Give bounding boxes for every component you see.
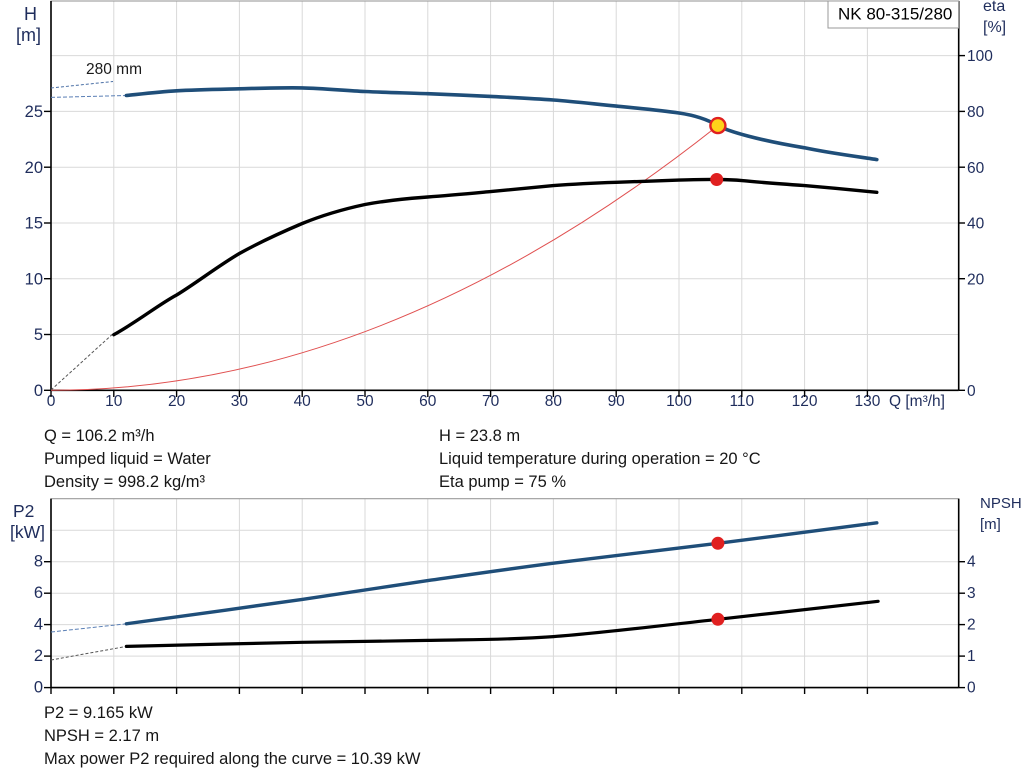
- svg-text:4: 4: [34, 615, 43, 633]
- svg-text:Q [m³/h]: Q [m³/h]: [889, 393, 945, 410]
- svg-text:0: 0: [967, 680, 976, 697]
- svg-text:1: 1: [967, 648, 976, 665]
- svg-text:H: H: [24, 4, 37, 24]
- svg-text:20: 20: [25, 159, 43, 177]
- svg-text:Eta pump = 75 %: Eta pump = 75 %: [439, 473, 566, 491]
- svg-text:P2: P2: [13, 501, 34, 521]
- svg-text:Liquid temperature during oper: Liquid temperature during operation = 20…: [439, 450, 761, 468]
- svg-text:0: 0: [967, 383, 976, 400]
- svg-text:20: 20: [967, 272, 985, 289]
- svg-text:3: 3: [967, 585, 976, 602]
- svg-text:Q = 106.2 m³/h: Q = 106.2 m³/h: [44, 427, 155, 445]
- svg-text:80: 80: [967, 104, 985, 121]
- svg-text:2: 2: [34, 647, 43, 665]
- svg-text:eta: eta: [983, 0, 1005, 15]
- svg-text:2: 2: [967, 616, 976, 633]
- svg-text:40: 40: [967, 216, 985, 233]
- svg-text:NPSH = 2.17 m: NPSH = 2.17 m: [44, 727, 159, 745]
- svg-text:10: 10: [25, 271, 43, 289]
- svg-text:Max power P2 required along th: Max power P2 required along the curve = …: [44, 750, 421, 768]
- svg-text:[m]: [m]: [16, 25, 41, 45]
- svg-text:[m]: [m]: [980, 516, 1001, 533]
- svg-text:P2 = 9.165 kW: P2 = 9.165 kW: [44, 704, 153, 722]
- svg-text:5: 5: [34, 326, 43, 344]
- svg-text:H = 23.8 m: H = 23.8 m: [439, 427, 520, 445]
- svg-text:NK 80-315/280: NK 80-315/280: [838, 5, 952, 24]
- svg-text:Density = 998.2 kg/m³: Density = 998.2 kg/m³: [44, 473, 205, 491]
- svg-text:15: 15: [25, 215, 43, 233]
- svg-text:25: 25: [25, 103, 43, 121]
- svg-text:4: 4: [967, 554, 976, 571]
- svg-text:[%]: [%]: [983, 19, 1006, 36]
- svg-text:NPSH: NPSH: [980, 495, 1022, 512]
- svg-text:0: 0: [34, 382, 43, 400]
- svg-text:280 mm: 280 mm: [86, 61, 142, 78]
- svg-text:100: 100: [967, 48, 993, 65]
- svg-text:8: 8: [34, 553, 43, 571]
- svg-text:[kW]: [kW]: [10, 522, 45, 542]
- svg-text:Pumped liquid = Water: Pumped liquid = Water: [44, 450, 211, 468]
- svg-text:6: 6: [34, 584, 43, 602]
- svg-text:60: 60: [967, 160, 985, 177]
- svg-text:0: 0: [34, 679, 43, 697]
